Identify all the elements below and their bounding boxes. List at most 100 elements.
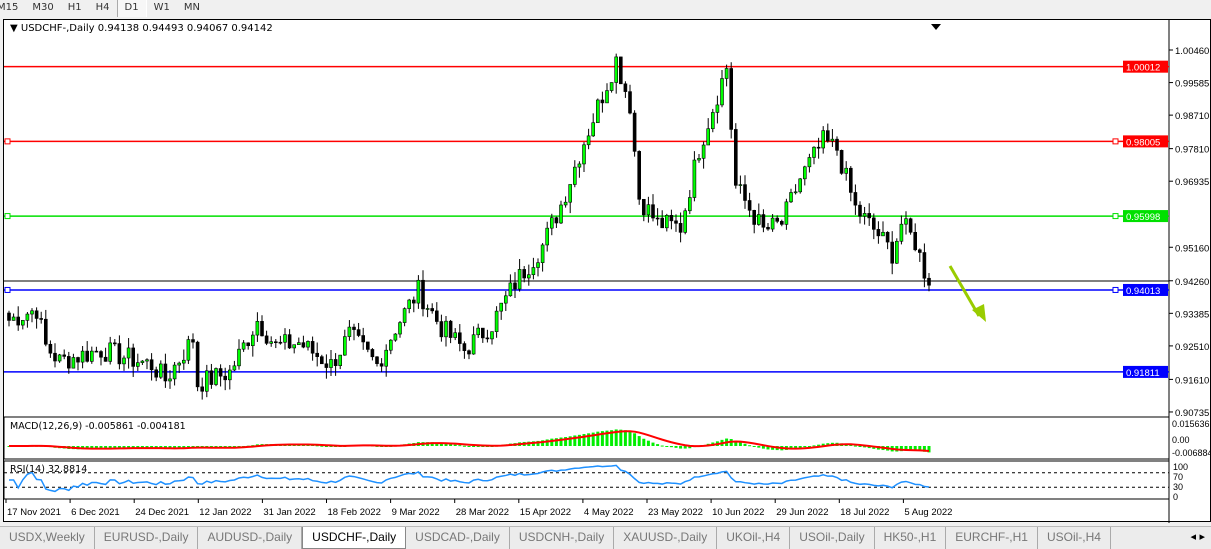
macd-histogram-bar xyxy=(899,446,903,452)
candle-body xyxy=(186,339,191,361)
candle-body xyxy=(264,335,269,344)
tab-scroll-arrows-icon[interactable]: ◂ ▸ xyxy=(1190,530,1205,543)
candle-body xyxy=(333,359,338,366)
chart-tab[interactable]: USOil-,H4 xyxy=(1038,527,1111,549)
macd-histogram-bar xyxy=(104,446,108,449)
candle-body xyxy=(62,354,67,357)
timeframe-h4[interactable]: H4 xyxy=(95,2,110,13)
macd-histogram-bar xyxy=(541,440,545,446)
candle-body xyxy=(618,56,623,85)
macd-histogram-bar xyxy=(610,430,614,446)
chart-canvas[interactable]: 1.00460 0.99585 0.98710 0.97810 0.96935 0.951… xyxy=(4,20,1211,523)
ohlc-values: 0.94138 0.94493 0.94067 0.94142 xyxy=(97,23,273,34)
chart-tab[interactable]: USDCHF-,Daily xyxy=(302,527,407,549)
candle-body xyxy=(540,244,545,263)
candle-body xyxy=(715,104,720,113)
candle-body xyxy=(421,279,425,310)
candle-body xyxy=(839,150,844,174)
candle-body xyxy=(278,341,283,344)
macd-histogram-bar xyxy=(127,446,131,448)
chart-tab[interactable]: USDCNH-,Daily xyxy=(510,527,615,549)
macd-histogram-bar xyxy=(600,431,604,446)
line-anchor-handle[interactable] xyxy=(1112,213,1119,220)
macd-histogram-bar xyxy=(587,433,591,446)
collapse-triangle-icon[interactable]: ▼ xyxy=(10,23,18,34)
candle-body xyxy=(7,312,11,321)
candle-body xyxy=(549,217,554,229)
candle-body xyxy=(439,321,444,338)
price-axis-label: 0.96935 xyxy=(1175,177,1209,188)
line-anchor-handle[interactable] xyxy=(1112,286,1119,293)
macd-histogram-bar xyxy=(633,433,637,446)
chart-tab[interactable]: USOil-,Daily xyxy=(790,527,875,549)
macd-histogram-bar xyxy=(320,445,324,447)
macd-histogram-bar xyxy=(909,446,913,451)
timeframe-d1[interactable]: D1 xyxy=(116,0,147,17)
chart-tab[interactable]: UKOil-,H4 xyxy=(717,527,791,549)
candle-body xyxy=(517,269,522,290)
candle-body xyxy=(25,313,30,321)
chart-tab[interactable]: EURUSD-,Daily xyxy=(95,527,199,549)
macd-histogram-bar xyxy=(826,443,830,446)
date-axis-label: 29 Jun 2022 xyxy=(776,507,828,518)
candle-body xyxy=(595,99,600,124)
candle-body xyxy=(232,365,237,371)
candle-body xyxy=(858,204,862,217)
timeframe-m30[interactable]: M30 xyxy=(32,2,54,13)
candle-body xyxy=(384,349,389,367)
candle-body xyxy=(586,135,591,146)
macd-histogram-bar xyxy=(444,443,448,446)
macd-histogram-bar xyxy=(577,434,581,446)
macd-histogram-bar xyxy=(651,442,655,446)
candle-body xyxy=(922,252,927,279)
macd-histogram-bar xyxy=(913,446,917,451)
date-axis-label: 31 Jan 2022 xyxy=(263,507,315,518)
candle-body xyxy=(646,204,651,216)
timeframe-h1[interactable]: H1 xyxy=(67,2,82,13)
rsi-label: RSI(14) 32.8814 xyxy=(10,464,88,475)
line-anchor-handle[interactable] xyxy=(1112,138,1119,145)
price-axis-label: 0.99585 xyxy=(1175,79,1209,90)
timeframe-mn[interactable]: MN xyxy=(183,2,200,13)
candle-body xyxy=(48,343,53,354)
candle-body xyxy=(816,146,821,149)
candle-body xyxy=(761,214,766,228)
timeframe-m15[interactable]: M15 xyxy=(0,2,19,13)
candle-body xyxy=(853,192,858,206)
macd-histogram-bar xyxy=(637,436,641,446)
macd-histogram-bar xyxy=(582,434,586,446)
macd-histogram-bar xyxy=(458,445,462,447)
candle-body xyxy=(260,321,264,337)
candle-body xyxy=(568,184,573,203)
chart-tab[interactable]: EURCHF-,H1 xyxy=(946,527,1038,549)
candle-body xyxy=(476,327,481,336)
candle-body xyxy=(301,342,306,348)
line-anchor-handle[interactable] xyxy=(4,213,11,220)
price-axis-label: 1.00460 xyxy=(1175,46,1209,57)
candle-body xyxy=(434,310,439,322)
line-anchor-handle[interactable] xyxy=(4,286,11,293)
price-axis-label: 0.95160 xyxy=(1175,243,1209,254)
date-axis-label: 4 May 2022 xyxy=(584,507,634,518)
line-anchor-handle[interactable] xyxy=(4,138,11,145)
chart-tab[interactable]: USDX,Weekly xyxy=(0,527,95,549)
candle-body xyxy=(411,299,416,304)
date-axis-label: 10 Jun 2022 xyxy=(712,507,764,518)
candle-body xyxy=(149,359,154,371)
candle-body xyxy=(494,310,499,332)
chart-tab[interactable]: AUDUSD-,Daily xyxy=(198,527,303,549)
timeframe-w1[interactable]: W1 xyxy=(153,2,170,13)
price-axis-label: 0.94260 xyxy=(1175,277,1209,288)
candle-body xyxy=(779,221,784,225)
candle-body xyxy=(605,90,609,104)
chart-window[interactable]: 1.00460 0.99585 0.98710 0.97810 0.96935 0.951… xyxy=(3,19,1211,523)
macd-histogram-bar xyxy=(136,446,140,449)
chart-tab[interactable]: HK50-,H1 xyxy=(875,527,947,549)
macd-histogram-bar xyxy=(904,446,908,451)
candle-body xyxy=(503,295,508,304)
candle-body xyxy=(273,341,278,344)
rsi-scale-label: 100 xyxy=(1173,462,1188,472)
chart-tab[interactable]: XAUUSD-,Daily xyxy=(614,527,718,549)
chart-tab[interactable]: USDCAD-,Daily xyxy=(406,527,510,549)
candle-body xyxy=(885,231,890,243)
